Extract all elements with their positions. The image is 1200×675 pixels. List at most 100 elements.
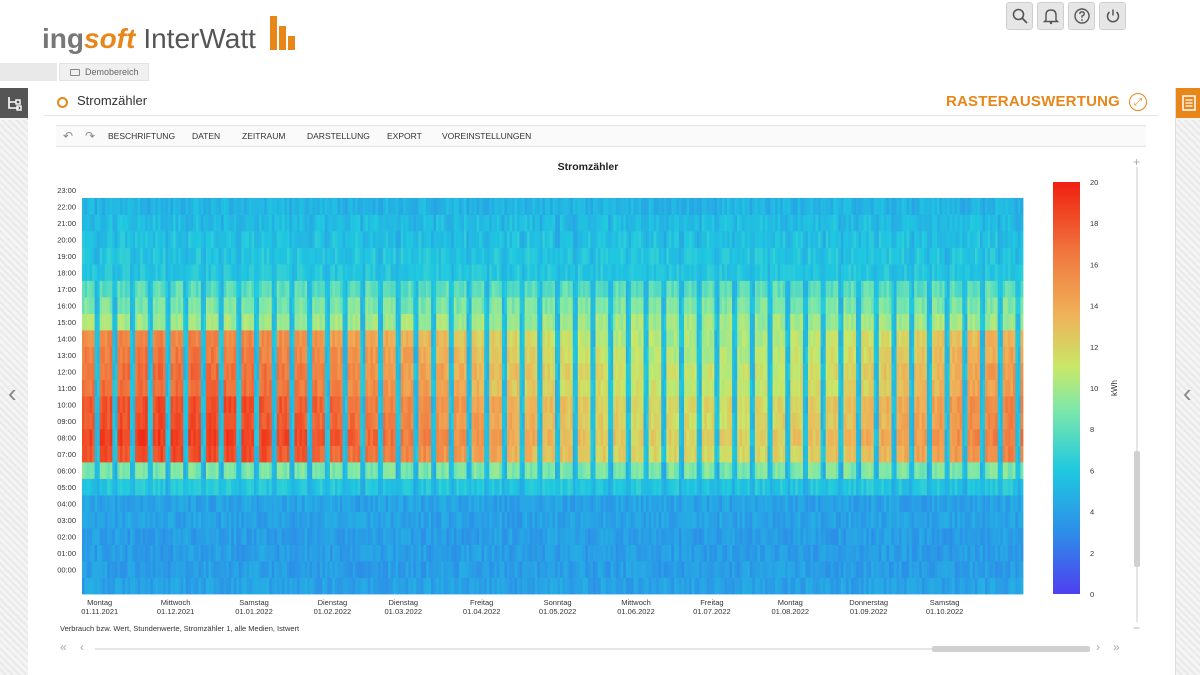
heatmap-cell xyxy=(598,577,601,595)
heatmap-cell xyxy=(223,429,227,446)
heatmap-cell xyxy=(334,379,338,397)
heatmap-cell xyxy=(466,528,470,545)
redo-icon[interactable]: ↷ xyxy=(85,129,96,143)
heatmap-cell xyxy=(506,379,510,397)
notifications-button[interactable] xyxy=(1037,2,1064,30)
heatmap-cell xyxy=(309,231,313,248)
heatmap-cell xyxy=(357,577,361,595)
heatmap-cell xyxy=(281,412,285,430)
heatmap-cell xyxy=(183,313,187,331)
heatmap-cell xyxy=(448,396,452,413)
heatmap-cell xyxy=(314,297,318,314)
heatmap-cell xyxy=(567,379,571,397)
heatmap-cell xyxy=(94,214,98,232)
heatmap-cell xyxy=(168,214,171,232)
heatmap-cell xyxy=(494,214,498,232)
heatmap-cell xyxy=(286,330,290,347)
heatmap-cell xyxy=(340,214,343,232)
undo-icon[interactable]: ↶ xyxy=(63,129,74,143)
heatmap-cell xyxy=(261,313,265,331)
menu-voreinstellungen[interactable]: VOREINSTELLUNGEN xyxy=(442,131,532,141)
heatmap-cell xyxy=(122,577,126,595)
heatmap-cell xyxy=(117,577,121,595)
heatmap-cell xyxy=(428,330,432,347)
heatmap-cell xyxy=(188,313,192,331)
heatmap-cell xyxy=(107,577,111,595)
heatmap-cell xyxy=(216,297,219,314)
heatmap-cell xyxy=(213,297,217,314)
heatmap-cell xyxy=(165,462,169,479)
heatmap-cell xyxy=(168,445,171,463)
menu-beschriftung[interactable]: BESCHRIFTUNG xyxy=(108,131,176,141)
heatmap-cell xyxy=(327,544,331,562)
heatmap-cell xyxy=(119,412,123,430)
document-panel-button[interactable] xyxy=(1176,88,1200,118)
menu-darstellung[interactable]: DARSTELLUNG xyxy=(307,131,370,141)
menu-daten[interactable]: DATEN xyxy=(192,131,221,141)
heatmap-cell xyxy=(436,231,440,248)
heatmap-cell xyxy=(216,396,219,413)
menu-zeitraum[interactable]: ZEITRAUM xyxy=(242,131,286,141)
breadcrumb-item[interactable]: Demobereich xyxy=(59,63,149,81)
heatmap-cell xyxy=(324,363,328,380)
heatmap-cell xyxy=(218,429,222,446)
heatmap-cell xyxy=(436,313,440,331)
app-logo[interactable]: ingsoft InterWatt xyxy=(42,23,256,54)
heatmap-cell xyxy=(463,247,467,265)
expand-left-icon[interactable]: ‹ xyxy=(8,378,17,408)
heatmap-cell xyxy=(524,462,528,479)
heatmap-cell xyxy=(350,297,354,314)
heatmap-cell xyxy=(246,577,250,595)
heatmap-cell xyxy=(418,214,422,232)
heatmap-cell xyxy=(537,561,541,578)
heatmap-cell xyxy=(572,363,576,380)
heatmap-cell xyxy=(423,363,427,380)
heatmap-cell xyxy=(469,528,472,545)
heatmap-cell xyxy=(334,478,338,496)
help-button[interactable] xyxy=(1068,2,1095,30)
heatmap-cell xyxy=(114,363,118,380)
heatmap-cell xyxy=(329,280,333,298)
heatmap-cell xyxy=(211,561,214,578)
heatmap-cell xyxy=(367,363,371,380)
heatmap-cell xyxy=(104,330,108,347)
search-button[interactable] xyxy=(1006,2,1033,30)
heatmap-cell xyxy=(274,561,278,578)
heatmap-cell xyxy=(327,445,331,463)
heatmap-cell xyxy=(557,363,561,380)
heatmap-cell xyxy=(570,396,574,413)
tree-toggle-button[interactable] xyxy=(0,88,28,118)
heatmap-cell xyxy=(595,313,599,331)
heatmap-cell xyxy=(140,495,144,512)
logout-button[interactable] xyxy=(1099,2,1126,30)
menu-export[interactable]: EXPORT xyxy=(387,131,422,141)
heatmap-cell xyxy=(577,379,581,397)
heatmap-cell xyxy=(433,561,437,578)
heatmap-cell xyxy=(555,577,558,595)
heatmap-cell xyxy=(122,363,126,380)
heatmap-cell xyxy=(157,231,161,248)
expand-right-icon[interactable]: ‹ xyxy=(1183,378,1192,408)
heatmap-cell xyxy=(286,412,290,430)
heatmap-cell xyxy=(433,528,437,545)
heatmap-cell xyxy=(188,346,192,364)
heatmap-cell xyxy=(200,297,204,314)
heatmap-cell xyxy=(506,396,510,413)
heatmap-cell xyxy=(572,528,576,545)
heatmap-cell xyxy=(552,412,556,430)
heatmap-cell xyxy=(529,528,533,545)
left-sidebar-hatch xyxy=(0,120,28,675)
heatmap-cell xyxy=(312,198,316,215)
heatmap-cell xyxy=(506,280,510,298)
heatmap-cell xyxy=(529,478,533,496)
heatmap-cell xyxy=(150,429,154,446)
heatmap-cell xyxy=(506,297,510,314)
heatmap-cell xyxy=(152,478,156,496)
heatmap-cell xyxy=(438,577,442,595)
heatmap-cell xyxy=(195,363,199,380)
heatmap-cell xyxy=(471,412,475,430)
heatmap-cell xyxy=(448,495,452,512)
heatmap-cell xyxy=(92,396,96,413)
heatmap-cell xyxy=(362,280,366,298)
fullscreen-button[interactable]: ⤢ xyxy=(1129,93,1147,111)
